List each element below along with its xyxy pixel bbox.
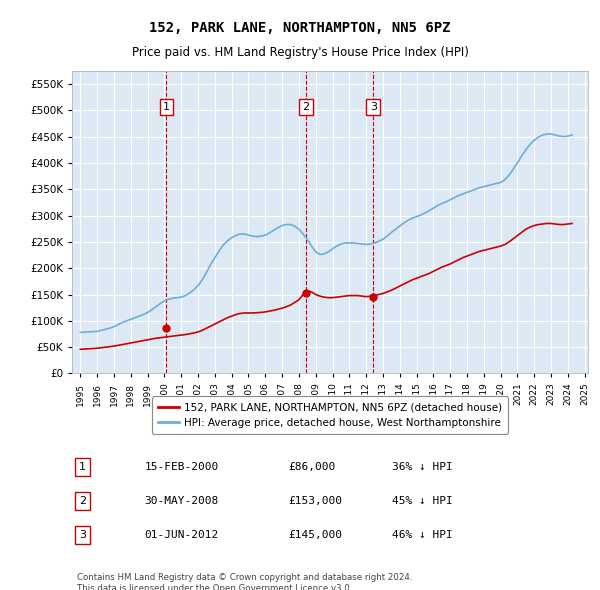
Text: 36% ↓ HPI: 36% ↓ HPI bbox=[392, 462, 452, 472]
Text: 15-FEB-2000: 15-FEB-2000 bbox=[144, 462, 218, 472]
Text: £153,000: £153,000 bbox=[289, 496, 343, 506]
Text: £86,000: £86,000 bbox=[289, 462, 336, 472]
Text: 152, PARK LANE, NORTHAMPTON, NN5 6PZ: 152, PARK LANE, NORTHAMPTON, NN5 6PZ bbox=[149, 21, 451, 35]
Text: £145,000: £145,000 bbox=[289, 530, 343, 540]
Text: 2: 2 bbox=[79, 496, 86, 506]
Text: 1: 1 bbox=[163, 102, 170, 112]
Text: 3: 3 bbox=[79, 530, 86, 540]
Text: Price paid vs. HM Land Registry's House Price Index (HPI): Price paid vs. HM Land Registry's House … bbox=[131, 46, 469, 59]
Text: 3: 3 bbox=[370, 102, 377, 112]
Text: 1: 1 bbox=[79, 462, 86, 472]
Text: 46% ↓ HPI: 46% ↓ HPI bbox=[392, 530, 452, 540]
Text: Contains HM Land Registry data © Crown copyright and database right 2024.
This d: Contains HM Land Registry data © Crown c… bbox=[77, 573, 413, 590]
Legend: 152, PARK LANE, NORTHAMPTON, NN5 6PZ (detached house), HPI: Average price, detac: 152, PARK LANE, NORTHAMPTON, NN5 6PZ (de… bbox=[152, 396, 508, 434]
Text: 45% ↓ HPI: 45% ↓ HPI bbox=[392, 496, 452, 506]
Text: 01-JUN-2012: 01-JUN-2012 bbox=[144, 530, 218, 540]
Text: 2: 2 bbox=[302, 102, 310, 112]
Text: 30-MAY-2008: 30-MAY-2008 bbox=[144, 496, 218, 506]
